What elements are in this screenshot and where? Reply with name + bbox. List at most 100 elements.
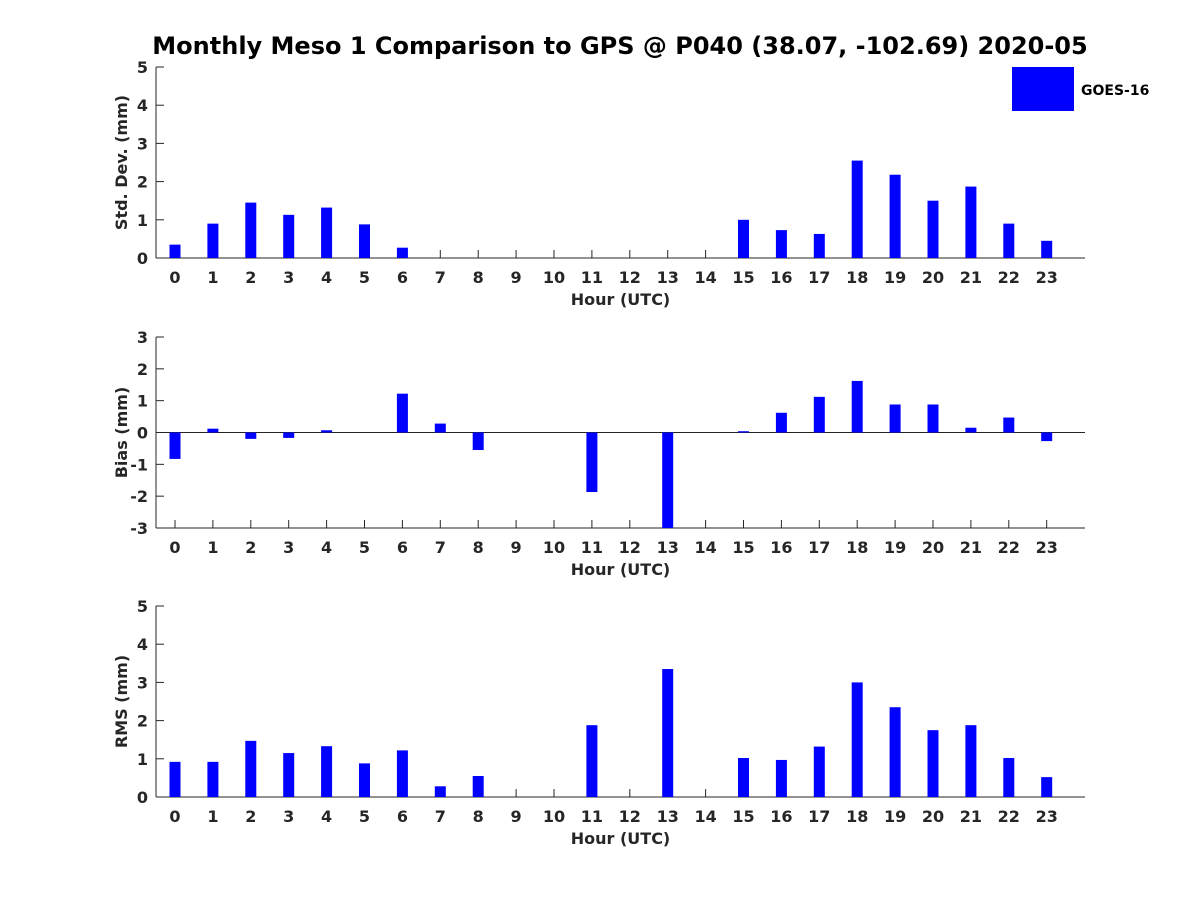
bar-hour-22: [1003, 758, 1015, 797]
x-tick-label: 4: [321, 268, 332, 287]
x-tick-label: 20: [922, 268, 944, 287]
x-tick-label: 6: [397, 807, 408, 826]
bar-hour-18: [851, 380, 863, 433]
x-tick-label: 2: [245, 538, 256, 557]
y-tick-label: 4: [137, 96, 148, 115]
x-tick-label: 11: [581, 807, 603, 826]
bar-hour-18: [851, 160, 863, 258]
x-tick-label: 9: [511, 538, 522, 557]
x-tick-label: 11: [581, 268, 603, 287]
bar-hour-0: [169, 432, 181, 459]
bar-hour-23: [1041, 777, 1053, 797]
x-tick-label: 2: [245, 268, 256, 287]
x-tick-label: 2: [245, 807, 256, 826]
bar-hour-1: [207, 223, 219, 258]
x-tick-label: 0: [169, 807, 180, 826]
bar-hour-20: [927, 200, 939, 258]
bar-hour-8: [472, 432, 484, 451]
bar-hour-7: [434, 423, 446, 433]
x-tick-label: 15: [732, 268, 754, 287]
x-tick-label: 16: [770, 807, 792, 826]
x-tick-label: 23: [1036, 538, 1058, 557]
y-tick-label: 0: [137, 788, 148, 807]
y-axis-label: RMS (mm): [112, 655, 131, 748]
y-tick-label: 2: [137, 173, 148, 192]
x-tick-label: 23: [1036, 268, 1058, 287]
bar-hour-5: [359, 763, 370, 797]
x-tick-label: 9: [511, 807, 522, 826]
x-axis-label: Hour (UTC): [571, 560, 671, 579]
bar-hour-2: [245, 202, 257, 258]
bar-hour-2: [245, 432, 257, 439]
x-tick-label: 20: [922, 807, 944, 826]
x-tick-label: 5: [359, 268, 370, 287]
x-tick-label: 18: [846, 807, 868, 826]
x-tick-label: 14: [694, 268, 716, 287]
bar-hour-15: [738, 219, 749, 258]
bar-hour-21: [965, 186, 977, 258]
y-tick-label: 2: [137, 360, 148, 379]
x-tick-label: 8: [473, 807, 484, 826]
bar-hour-0: [169, 761, 181, 797]
y-tick-label: 0: [137, 249, 148, 268]
x-tick-label: 1: [207, 807, 218, 826]
y-tick-label: 1: [137, 211, 148, 230]
x-tick-label: 17: [808, 807, 830, 826]
x-tick-label: 3: [283, 538, 294, 557]
x-axis-label: Hour (UTC): [571, 290, 671, 309]
x-tick-label: 16: [770, 538, 792, 557]
x-tick-label: 19: [884, 538, 906, 557]
x-tick-label: 23: [1036, 807, 1058, 826]
bar-hour-19: [889, 174, 901, 258]
bar-hour-22: [1003, 417, 1015, 433]
x-tick-label: 1: [207, 538, 218, 557]
bar-hour-6: [396, 393, 408, 433]
x-tick-label: 21: [960, 538, 982, 557]
x-tick-label: 3: [283, 268, 294, 287]
x-tick-label: 5: [359, 807, 370, 826]
bar-hour-23: [1041, 240, 1053, 258]
legend-swatch: [1012, 67, 1074, 111]
x-tick-label: 13: [657, 807, 679, 826]
bar-hour-19: [889, 707, 901, 797]
bar-hour-21: [965, 427, 977, 433]
figure-title: Monthly Meso 1 Comparison to GPS @ P040 …: [152, 32, 1087, 60]
bar-hour-22: [1003, 223, 1015, 258]
bar-hour-18: [851, 682, 863, 797]
x-tick-label: 5: [359, 538, 370, 557]
x-tick-label: 0: [169, 538, 180, 557]
y-tick-label: 3: [137, 328, 148, 347]
bar-hour-6: [396, 247, 408, 258]
x-tick-label: 19: [884, 268, 906, 287]
x-tick-label: 1: [207, 268, 218, 287]
bar-hour-3: [283, 214, 295, 258]
y-tick-label: 5: [137, 58, 148, 77]
x-tick-label: 6: [397, 268, 408, 287]
y-tick-label: -1: [130, 455, 148, 474]
y-tick-label: -2: [130, 487, 148, 506]
bar-hour-19: [889, 404, 901, 433]
y-tick-label: 2: [137, 712, 148, 731]
x-tick-label: 8: [473, 538, 484, 557]
bar-hour-13: [662, 432, 674, 528]
x-tick-label: 0: [169, 268, 180, 287]
x-tick-label: 4: [321, 538, 332, 557]
x-tick-label: 8: [473, 268, 484, 287]
bar-hour-20: [927, 404, 939, 433]
x-tick-label: 21: [960, 807, 982, 826]
x-tick-label: 18: [846, 268, 868, 287]
bar-hour-16: [775, 230, 787, 258]
x-tick-label: 22: [998, 538, 1020, 557]
y-tick-label: 0: [137, 424, 148, 443]
bar-hour-0: [169, 244, 181, 258]
x-tick-label: 7: [435, 538, 446, 557]
y-tick-label: 3: [137, 673, 148, 692]
x-tick-label: 14: [694, 538, 716, 557]
bar-hour-17: [813, 746, 825, 797]
x-tick-label: 3: [283, 807, 294, 826]
x-tick-label: 10: [543, 538, 565, 557]
x-tick-label: 17: [808, 538, 830, 557]
bar-hour-11: [586, 432, 598, 493]
